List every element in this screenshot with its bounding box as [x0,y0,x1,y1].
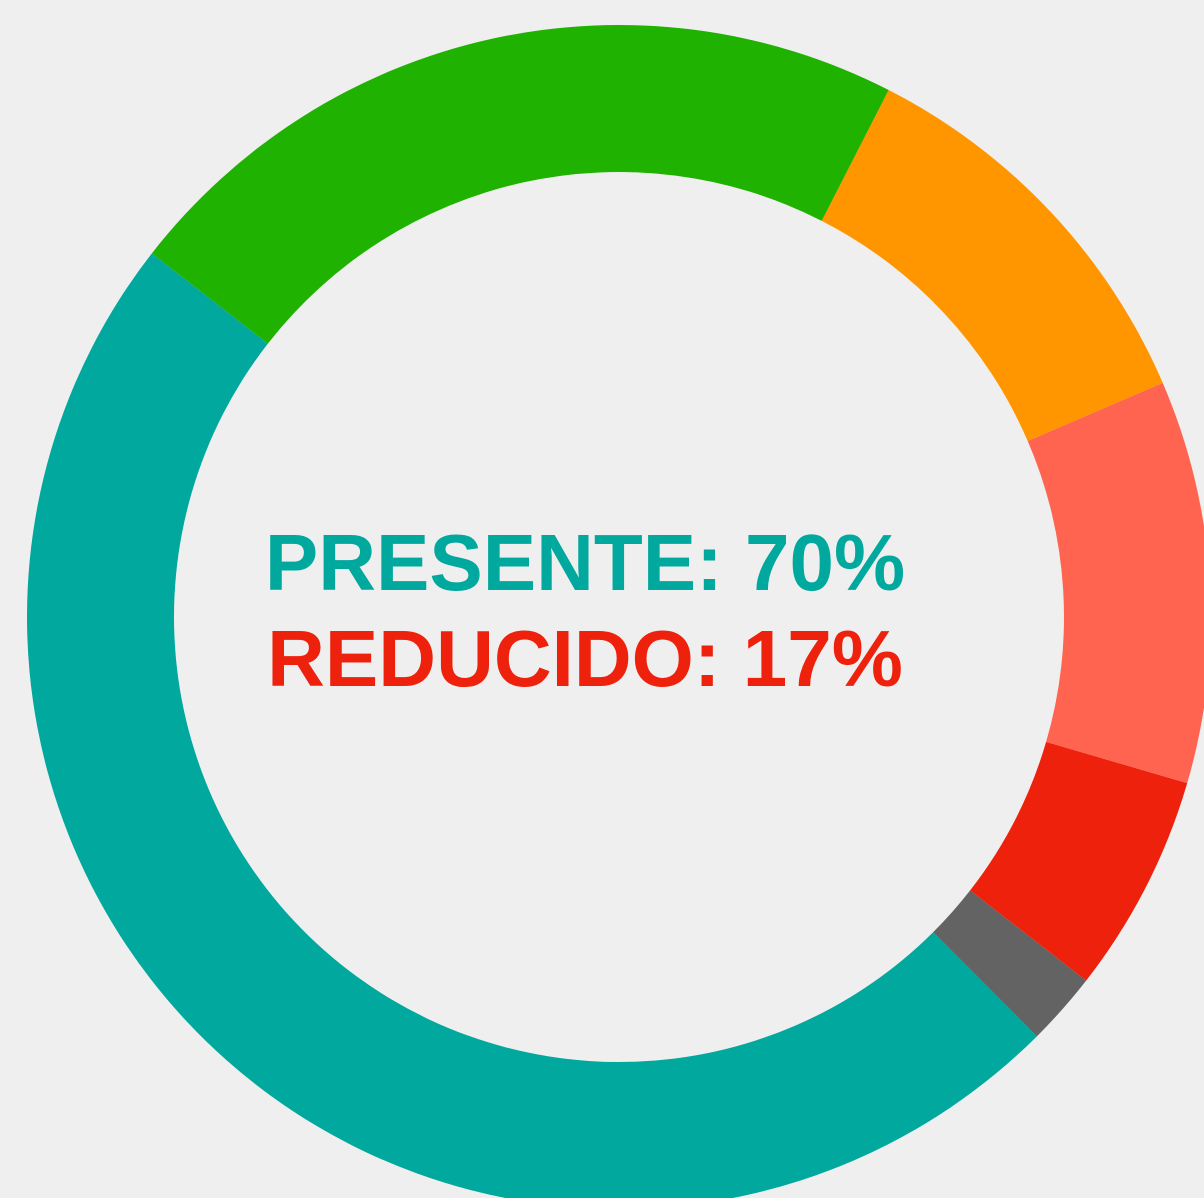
donut-segment [1027,382,1204,784]
donut-segment [27,253,1037,1198]
donut-segment [970,741,1188,981]
donut-segment [151,25,889,344]
annotation: PRESENTE: 70% [265,518,905,607]
donut-segment [933,890,1087,1037]
donut-segment [821,89,1163,441]
annotation: REDUCIDO: 17% [267,614,903,703]
